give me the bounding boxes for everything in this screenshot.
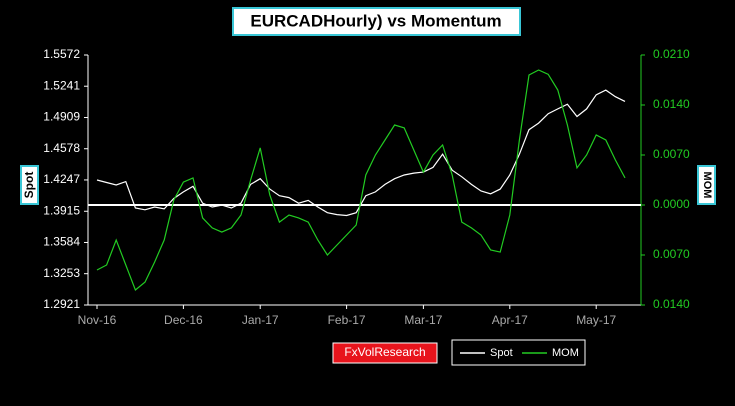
series-line (96, 69, 626, 291)
y-tick-label: 1.5241 (43, 78, 80, 92)
y-tick-label: 1.4247 (43, 172, 80, 186)
y2-tick-label: 0.0000 (653, 197, 690, 211)
x-tick-label: Mar-17 (404, 313, 442, 327)
y2-label-box (697, 165, 716, 205)
chart-title: EURCADHourly) vs Momentum (250, 11, 501, 30)
series-line (96, 89, 626, 217)
y-tick-label: 1.4578 (43, 141, 80, 155)
y2-axis-label: MOM (701, 172, 713, 199)
x-tick-label: Apr-17 (492, 313, 528, 327)
y2-tick-label: 0.0210 (653, 47, 690, 61)
y-tick-label: 1.4909 (43, 110, 80, 124)
x-tick-label: Dec-16 (164, 313, 203, 327)
y-tick-label: 1.3584 (43, 235, 80, 249)
legend-label: Spot (490, 347, 513, 359)
y-tick-label: 1.2921 (43, 297, 80, 311)
x-tick-label: Jan-17 (242, 313, 279, 327)
x-tick-label: Nov-16 (78, 313, 117, 327)
y-label-box (20, 165, 39, 205)
legend-label: MOM (552, 347, 579, 359)
title-box (232, 7, 521, 36)
y-tick-label: 1.5572 (43, 47, 80, 61)
y2-tick-label: 0.0070 (653, 147, 690, 161)
y-axis-label: Spot (22, 172, 36, 199)
x-tick-label: Feb-17 (328, 313, 366, 327)
source-label: FxVolResearch (344, 345, 425, 359)
y2-tick-label: 0.0070 (653, 247, 690, 261)
y-tick-label: 1.3915 (43, 203, 80, 217)
y2-tick-label: 0.0140 (653, 97, 690, 111)
y-tick-label: 1.3253 (43, 266, 80, 280)
x-tick-label: May-17 (576, 313, 616, 327)
y2-tick-label: 0.0140 (653, 297, 690, 311)
source-box (332, 342, 438, 364)
